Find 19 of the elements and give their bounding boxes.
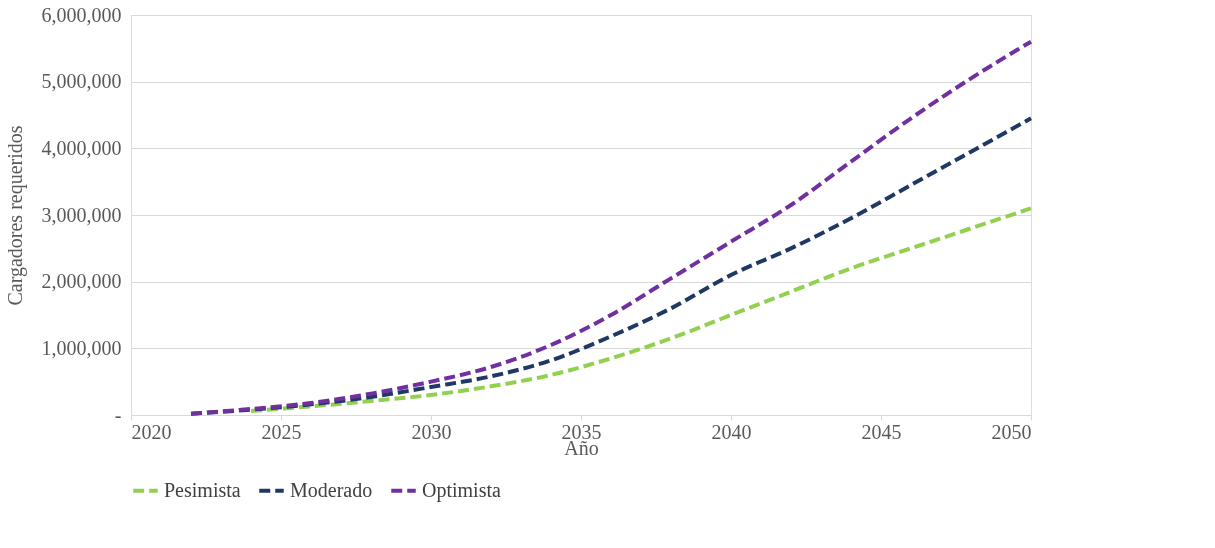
y-axis-title: Cargadores requeridos [3, 125, 27, 306]
x-tick-label: 2050 [991, 420, 1032, 443]
x-tick-label: 2025 [261, 420, 302, 443]
x-tick-label: 2045 [861, 420, 902, 443]
y-tick-label: 3,000,000 [41, 203, 122, 226]
y-tick-label: 1,000,000 [41, 336, 122, 359]
legend-label: Moderado [290, 478, 373, 501]
y-tick-label: - [114, 403, 122, 426]
y-tick-label: 4,000,000 [41, 136, 122, 159]
y-tick-label: 6,000,000 [41, 3, 122, 26]
x-tick-label: 2020 [131, 420, 172, 443]
y-tick-label: 2,000,000 [41, 270, 122, 293]
x-tick-label: 2040 [711, 420, 752, 443]
legend-label: Optimista [422, 478, 502, 502]
x-tick-label: 2030 [411, 420, 452, 443]
line-series [189, 39, 1033, 416]
y-tick-label: 5,000,000 [41, 70, 122, 93]
legend-label: Pesimista [164, 478, 241, 501]
line-series [249, 206, 1033, 413]
